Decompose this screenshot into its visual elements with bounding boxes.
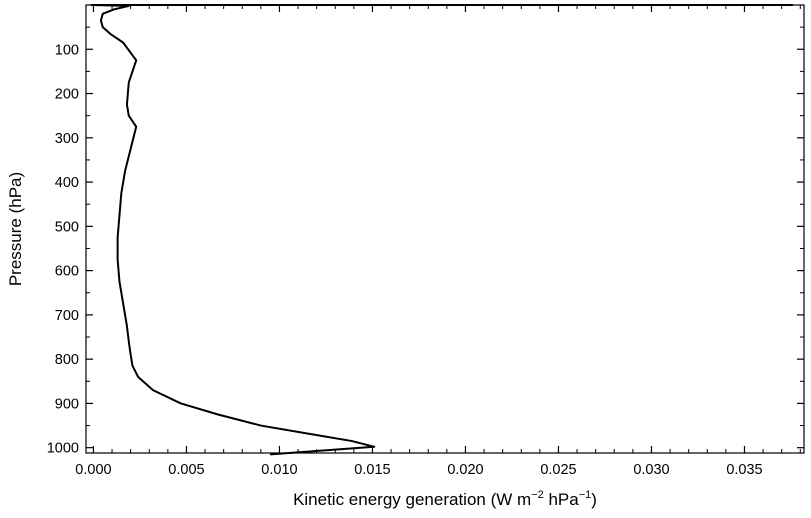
x-tick-label: 0.015: [354, 462, 390, 478]
y-tick-label: 100: [55, 42, 79, 58]
y-tick-label: 500: [55, 219, 79, 235]
x-tick-label: 0.035: [726, 462, 762, 478]
x-axis-title-part: hPa: [544, 490, 580, 509]
x-tick-label: 0.005: [168, 462, 204, 478]
x-axis-title-superscript: −2: [531, 489, 544, 501]
x-axis-title-part: ): [591, 490, 597, 509]
x-tick-label: 0.000: [75, 462, 111, 478]
y-tick-label: 300: [55, 131, 79, 147]
y-axis-title: Pressure (hPa): [6, 172, 25, 286]
x-tick-label: 0.010: [261, 462, 297, 478]
x-axis-title: Kinetic energy generation (W m−2 hPa−1): [293, 489, 597, 509]
y-ticks: 100 200 300 400 500 600 700 800 900 1000: [47, 26, 804, 457]
series-layer: [90, 4, 793, 456]
x-axis-title-superscript: −1: [579, 489, 592, 501]
y-tick-label: 600: [55, 264, 79, 280]
series-line: [90, 4, 793, 456]
x-tick-label: 0.025: [540, 462, 576, 478]
y-tick-label: 700: [55, 308, 79, 324]
y-tick-label: 200: [55, 87, 79, 103]
plot-frame: [85, 4, 805, 454]
x-tick-label: 0.020: [447, 462, 483, 478]
y-tick-label: 800: [55, 352, 79, 368]
y-tick-label: 1000: [47, 441, 79, 457]
x-tick-label: 0.030: [633, 462, 669, 478]
y-tick-label: 900: [55, 396, 79, 412]
x-ticks: 0.000 0.005 0.010 0.015 0.020 0.025 0.030 0.035: [75, 5, 801, 478]
y-tick-label: 400: [55, 175, 79, 191]
x-axis-title-part: Kinetic energy generation (W m: [293, 490, 531, 509]
